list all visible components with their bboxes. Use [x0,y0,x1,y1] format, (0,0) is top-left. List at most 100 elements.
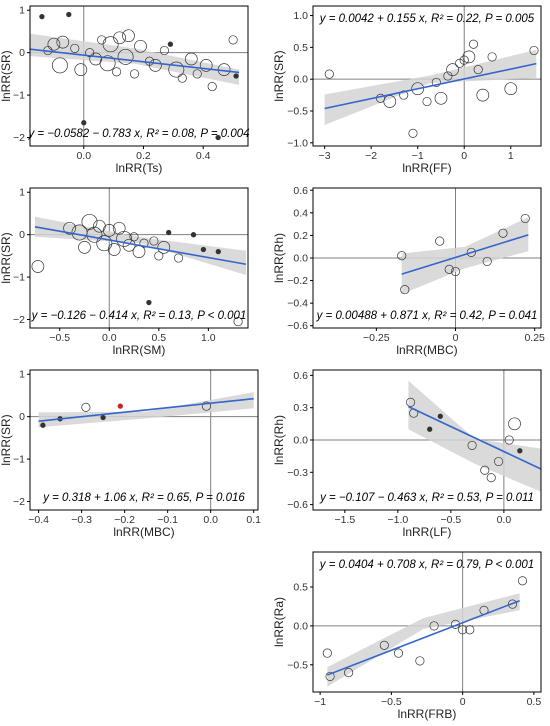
x-axis-label: lnRR(SM) [113,343,166,357]
data-point [435,236,445,246]
data-point [107,243,121,256]
data-point [168,61,185,78]
regression-equation: y = −0.0582 − 0.783 x, R² = 0.08, P = 0.… [27,128,249,140]
y-tick-label: 0 [19,47,25,59]
data-point [344,668,354,678]
data-point [86,226,103,243]
data-point [529,45,539,56]
x-tick-label: 0.5 [152,332,167,344]
data-point [379,640,389,650]
data-point [450,266,461,277]
y-tick-label: −1.0 [287,137,308,149]
data-point [406,397,416,407]
x-tick-label: 0 [461,150,467,162]
data-point [504,435,514,445]
plot-frame [29,187,249,329]
x-tick-label: −3 [319,150,331,162]
plot-area [30,188,248,328]
data-point [458,625,468,635]
regression-equation: y = −0.126 − 0.414 x, R² = 0.13, P < 0.0… [31,310,247,322]
y-tick-label: −0.6 [287,320,308,332]
data-point [166,229,172,236]
data-point [129,69,140,79]
panel-frb: −1 −0.5 0 0.5 −0.5 0.0 0.5 lnRR(FRB) lnRR(Ra) y =… [272,551,542,721]
data-point [39,13,45,20]
data-point [473,65,483,75]
data-point [431,77,441,87]
data-point [102,36,119,53]
data-point [228,35,238,45]
data-point [154,251,164,261]
x-tick-label: −0.1 [157,514,178,526]
x-axis-label: lnRR(FF) [402,161,451,175]
y-tick-label: −1 [13,272,25,284]
data-point [190,232,197,238]
x-tick-label: 1 [508,150,514,162]
data-point [66,11,72,18]
y-tick-label: −0.2 [287,275,308,287]
data-point [116,230,133,247]
data-point [482,256,492,266]
data-point [322,648,332,658]
y-axis-label: lnRR(SR) [0,232,13,283]
y-tick-label: −1 [13,454,25,466]
data-point [177,73,187,83]
y-tick-label: 0.0 [293,74,308,86]
x-tick-label: 0.0 [497,514,512,526]
x-tick-label: 0 [460,696,466,708]
y-tick-label: −2 [13,132,25,144]
data-point [102,224,116,237]
y-tick-label: 0.4 [293,207,308,219]
data-point [468,39,479,49]
x-tick-label: 0.25 [524,332,545,344]
regression-line [34,226,247,266]
y-axis-label: lnRR(Rh) [272,415,286,465]
data-point [434,91,448,105]
y-tick-label: 0.5 [293,42,308,54]
regression-equation: y = 0.318 + 1.06 x, R² = 0.65, P = 0.016 [42,492,245,504]
x-tick-label: −0.5 [49,332,70,344]
data-point [81,213,98,230]
plot-frame [29,369,259,511]
data-point [446,63,459,76]
data-point [215,134,221,141]
plot-area [313,370,541,510]
data-point [112,67,122,77]
regression-line [326,599,520,676]
regression-line [30,48,240,74]
y-tick-label: 1 [19,5,25,17]
y-tick-label: 0.0 [293,253,308,265]
confidence-band [324,49,537,125]
data-point [117,403,123,409]
data-point [85,48,95,58]
data-point [397,251,407,261]
x-tick-label: −0.25 [363,332,390,344]
data-point [520,213,530,224]
data-point [112,221,126,235]
data-point [129,232,139,242]
data-point [399,90,409,100]
data-point [443,71,453,81]
data-point [215,248,221,255]
data-point [325,671,335,681]
data-point [517,448,523,454]
data-point [411,82,425,96]
data-point [427,426,433,432]
x-tick-label: 0.2 [136,150,151,162]
x-tick-label: 0.1 [246,514,261,526]
y-tick-label: 0.5 [293,582,308,594]
y-tick-label: −1 [13,90,25,102]
x-tick-label: 0 [453,332,459,344]
data-point [81,120,87,126]
data-point [40,422,46,428]
y-tick-label: 0 [19,411,25,423]
panel-ff: −3 −2 −1 0 1 −1.0 −0.5 0.0 0.5 1.0 lnRR(FF) lnRR(SR… [272,5,542,175]
x-tick-label: 0.0 [102,332,117,344]
plot-area [30,370,258,510]
regression-line [38,397,254,422]
x-tick-label: 0.4 [196,150,211,162]
y-tick-label: 0 [19,229,25,241]
y-axis-label: lnRR(SR) [272,50,286,101]
data-point [113,31,126,45]
